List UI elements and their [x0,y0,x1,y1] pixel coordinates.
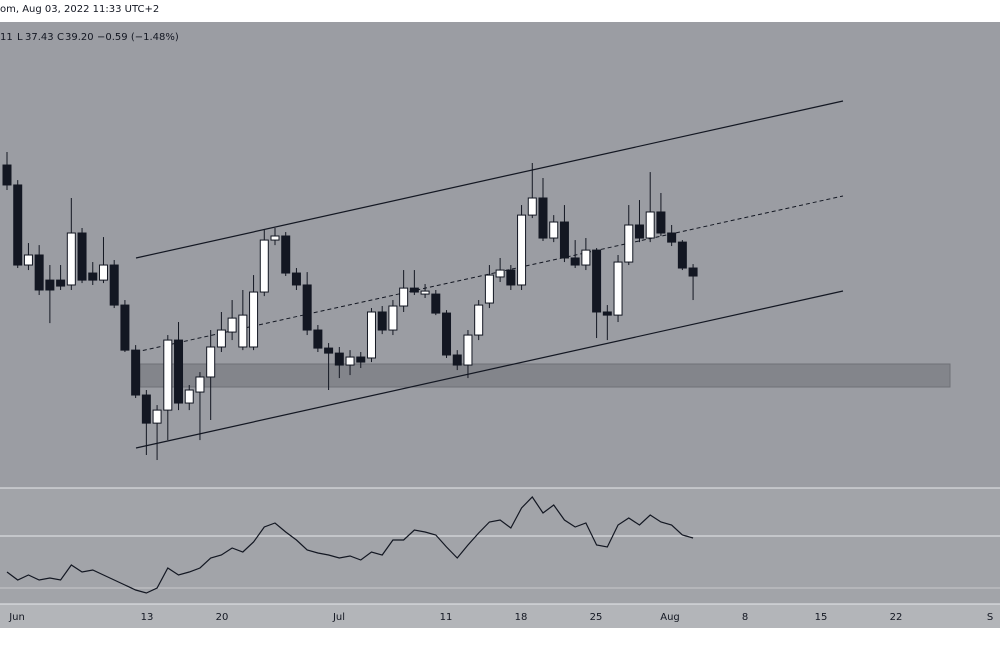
low-label: L [17,32,23,43]
candle-body [141,394,151,424]
x-tick-label: 25 [590,612,603,623]
high-fragment: 11 [0,32,13,43]
candle-body [581,249,591,266]
candle-body [259,239,269,293]
candle-body [463,334,473,366]
candle-body [345,356,355,366]
candle-body [2,164,12,186]
x-tick-label: S [987,612,993,623]
x-tick-label: 13 [141,612,154,623]
rsi-pane [0,488,1000,604]
candle-body [495,269,505,278]
candle-body [184,389,194,404]
candle-body [120,304,130,351]
x-tick-label: Aug [660,612,680,623]
candle-body [195,376,205,393]
support-zone [139,363,951,388]
rsi-line [6,496,694,594]
candle-body [45,279,55,291]
header-title: om, Aug 03, 2022 11:33 UTC+2 [0,4,159,15]
x-tick-label: 15 [815,612,828,623]
candle-body [484,274,494,304]
candle-body [249,291,259,348]
candle-body [645,211,655,239]
x-tick-label: 20 [216,612,229,623]
x-tick-label: 11 [440,612,453,623]
candle-body [506,269,516,286]
close-value: 39.20 [65,32,94,43]
candle-body [452,354,462,366]
candle-body [174,339,184,404]
x-tick-label: Jun [8,612,25,623]
candle-body [334,352,344,366]
candle-body [216,329,226,348]
x-tick-label: 8 [742,612,748,623]
candle-body [291,272,301,286]
candle-body [613,261,623,316]
low-value: 37.43 [25,32,54,43]
candle-body [442,312,452,356]
candle-body [634,224,644,239]
candle-body [677,241,687,269]
candle-body [34,254,44,291]
x-tick-label: 22 [890,612,903,623]
candle-body [366,311,376,359]
change: −0.59 (−1.48%) [97,32,179,43]
candle-body [602,311,612,316]
candle-body [517,214,527,286]
candle-body [570,257,580,266]
candle-body [56,279,66,287]
candle-body [13,184,23,266]
candle-body [281,235,291,274]
candle-body [559,221,569,259]
candle-body [131,349,141,396]
candle-body [667,232,677,243]
ohlc-line: 11 L 37.43 C 39.20 −0.59 (−1.48%) [0,32,179,43]
time-axis [0,604,1000,628]
candle-body [527,197,537,216]
candle-body [356,356,366,363]
channel-upper [135,100,844,259]
candle-body [420,290,430,295]
candle-body [549,221,559,239]
candle-body [302,284,312,331]
candle-body [324,347,334,354]
x-tick-label: Jul [332,612,345,623]
candle-body [656,211,666,234]
candle-body [23,254,33,266]
candle-body [77,232,87,281]
candle-body [538,197,548,239]
candle-body [109,264,119,306]
candle-body [98,264,108,281]
close-label: C [57,32,64,43]
candle-body [388,305,398,331]
candle-body [227,317,237,333]
x-tick-label: 18 [515,612,528,623]
candle-body [431,293,441,314]
candle-body [409,287,419,293]
candle-body [474,304,484,336]
candle-body [206,346,216,378]
candle-body [163,339,173,411]
candle-body [238,314,248,348]
candle-body [152,409,162,424]
candle-body [88,272,98,281]
candle-body [688,267,698,277]
candle-body [66,232,76,286]
candle-body [377,311,387,331]
candle-body [313,329,323,349]
candle-body [270,235,280,241]
candle-body [399,287,409,307]
channel-lower [135,290,844,449]
candle-body [624,224,634,263]
candle-body [592,249,602,313]
